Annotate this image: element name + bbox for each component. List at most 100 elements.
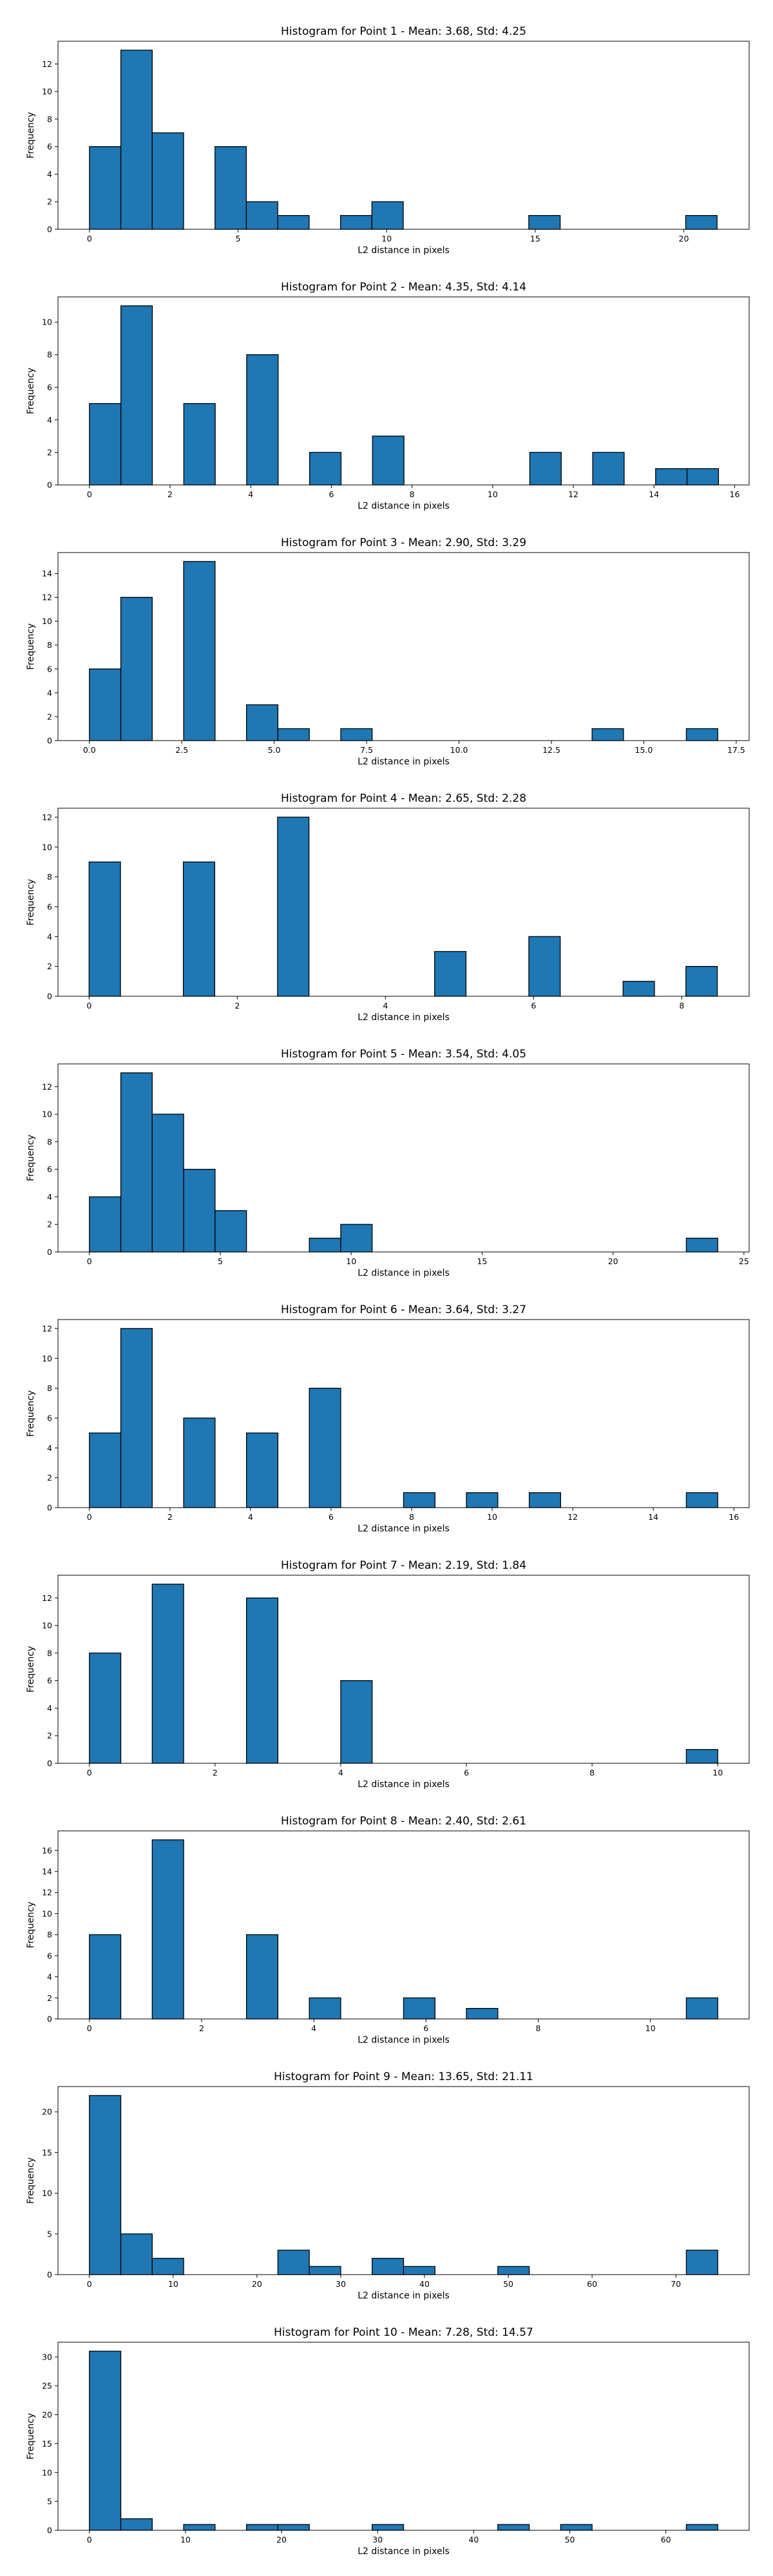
histogram-bar [528, 936, 561, 997]
x-tick-label: 15 [530, 234, 540, 243]
x-axis-label: L2 distance in pixels [358, 1779, 450, 1790]
histogram-bar [277, 817, 310, 997]
x-tick-label: 10 [645, 2023, 656, 2033]
y-tick-label: 6 [47, 1676, 52, 1685]
histogram-bar [685, 2524, 718, 2531]
histogram-bar [120, 596, 153, 741]
chart-title: Histogram for Point 8 - Mean: 2.40, Std:… [281, 1815, 526, 1828]
x-tick-label: 6 [464, 1768, 469, 1777]
y-axis-label: Frequency [26, 1390, 36, 1437]
histogram-panel-3: Histogram for Point 3 - Mean: 2.90, Std:… [26, 536, 750, 767]
histogram-panel-8: Histogram for Point 8 - Mean: 2.40, Std:… [26, 1815, 750, 2045]
x-tick-label: 2 [213, 1768, 218, 1777]
histogram-bar [685, 2249, 718, 2275]
x-tick-label: 12.5 [542, 745, 560, 755]
x-axis-label: L2 distance in pixels [358, 1524, 450, 1534]
histogram-bar [655, 468, 688, 486]
x-tick-label: 6 [531, 1001, 536, 1010]
histogram-bar [246, 354, 279, 486]
y-tick-label: 12 [42, 59, 52, 69]
y-tick-label: 8 [47, 1930, 52, 1940]
axes-frame [57, 808, 750, 997]
x-tick-label: 16 [729, 1512, 739, 1522]
histogram-bar [403, 1997, 435, 2020]
y-tick-label: 10 [42, 842, 52, 852]
y-tick-label: 2 [47, 197, 52, 207]
chart-title: Histogram for Point 1 - Mean: 3.68, Std:… [281, 25, 526, 38]
histogram-bar [685, 966, 718, 997]
y-tick-label: 0 [47, 225, 52, 234]
y-tick-label: 10 [42, 1621, 52, 1631]
histogram-bar [89, 668, 122, 741]
y-tick-label: 2 [47, 1473, 52, 1482]
histogram-bar [686, 468, 720, 486]
y-tick-label: 0 [47, 1247, 52, 1257]
x-tick-label: 60 [661, 2535, 671, 2544]
histogram-bar [277, 2249, 310, 2275]
x-tick-label: 10 [180, 2535, 191, 2544]
x-tick-label: 50 [503, 2279, 513, 2289]
histogram-bar [120, 1328, 153, 1508]
histogram-bar [183, 1417, 216, 1508]
histogram-bar [592, 451, 625, 486]
y-tick-label: 20 [42, 2410, 52, 2420]
y-tick-label: 14 [42, 569, 52, 578]
histogram-bar [277, 2524, 310, 2531]
y-tick-label: 2 [47, 448, 52, 457]
histogram-bar [245, 2524, 279, 2531]
x-tick-label: 6 [423, 2023, 428, 2033]
histogram-bar [120, 50, 153, 230]
y-tick-label: 0 [47, 1759, 52, 1768]
y-tick-label: 8 [47, 350, 52, 359]
y-tick-label: 12 [42, 1082, 52, 1092]
histogram-bar [182, 861, 216, 997]
x-tick-label: 60 [587, 2279, 597, 2289]
x-axis-label: L2 distance in pixels [358, 2291, 450, 2301]
y-tick-label: 6 [47, 383, 52, 392]
histogram-bar [89, 1934, 122, 2020]
histogram-bar [340, 728, 373, 741]
chart-title: Histogram for Point 10 - Mean: 7.28, Std… [274, 2326, 533, 2339]
y-tick-label: 10 [42, 1354, 52, 1363]
y-tick-label: 4 [47, 1972, 52, 1982]
y-tick-label: 0 [47, 992, 52, 1001]
histogram-bar [685, 1997, 718, 2020]
histogram-bar [466, 2007, 499, 2020]
histogram-bar [560, 2524, 593, 2531]
x-tick-label: 0 [87, 2023, 92, 2033]
histogram-bar [245, 1934, 279, 2020]
x-tick-label: 14 [648, 1512, 658, 1522]
y-tick-label: 0 [47, 736, 52, 746]
histogram-panel-10: Histogram for Point 10 - Mean: 7.28, Std… [26, 2326, 750, 2557]
x-tick-label: 0 [87, 1512, 92, 1522]
y-tick-label: 10 [42, 1110, 52, 1119]
chart-title: Histogram for Point 6 - Mean: 3.64, Std:… [281, 1303, 526, 1316]
chart-title: Histogram for Point 3 - Mean: 2.90, Std:… [281, 536, 526, 549]
x-tick-label: 10 [381, 234, 392, 243]
histogram-bar [89, 2095, 122, 2275]
chart-title: Histogram for Point 5 - Mean: 3.54, Std:… [281, 1048, 526, 1061]
y-axis-label: Frequency [26, 2413, 36, 2459]
histogram-bar [685, 214, 718, 230]
x-axis-label: L2 distance in pixels [358, 1268, 450, 1278]
histogram-bar [89, 1432, 122, 1508]
x-tick-label: 0 [87, 2535, 92, 2544]
x-tick-label: 10 [346, 1256, 356, 1266]
histogram-bar [339, 214, 372, 230]
histogram-bar [245, 201, 278, 230]
histogram-panel-1: Histogram for Point 1 - Mean: 3.68, Std:… [26, 25, 750, 256]
axes-frame [57, 1319, 750, 1508]
histogram-bar [151, 1584, 184, 1764]
histogram-bar [89, 402, 122, 486]
bars [89, 561, 718, 741]
histogram-bar [89, 146, 122, 230]
y-tick-label: 10 [42, 2468, 52, 2477]
x-axis-label: L2 distance in pixels [358, 1012, 450, 1023]
x-axis-label: L2 distance in pixels [358, 2035, 450, 2045]
bars [89, 1328, 718, 1508]
histogram-panel-7: Histogram for Point 7 - Mean: 2.19, Std:… [26, 1559, 750, 1790]
x-tick-label: 50 [565, 2535, 575, 2544]
histogram-bar [183, 2524, 216, 2531]
histogram-panel-6: Histogram for Point 6 - Mean: 3.64, Std:… [26, 1303, 750, 1534]
axes-frame [57, 1063, 750, 1253]
